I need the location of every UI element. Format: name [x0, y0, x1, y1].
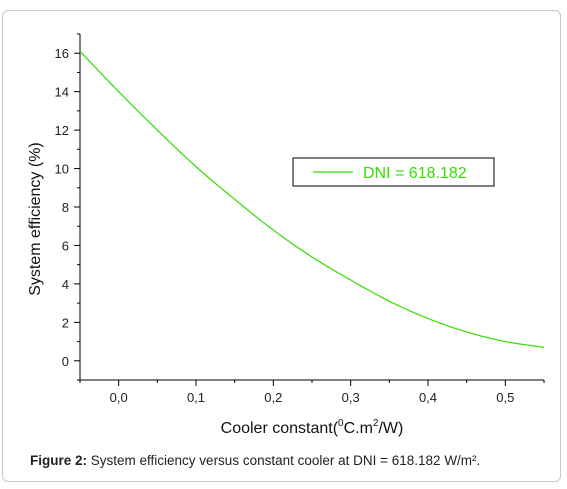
x-tick-label: 0,5 [496, 390, 514, 405]
legend: DNI = 618.182 [292, 157, 495, 187]
y-axis-title: System efficiency (%) [27, 142, 44, 296]
series-line [79, 50, 545, 348]
y-tick-label: 12 [55, 123, 69, 138]
y-tick-label: 0 [62, 354, 69, 369]
y-tick-label: 8 [62, 200, 69, 215]
figure-frame [2, 10, 561, 482]
x-axis-title-sup1: 0 [338, 418, 344, 429]
x-axis-title-end: /W) [378, 420, 403, 437]
x-tick-label: 0,3 [342, 390, 360, 405]
axis-ticks: 0,0 0,1 0,2 0,3 0,4 0,5 0 2 4 6 8 10 12 14 16 [55, 33, 545, 405]
caption-text: System efficiency versus constant cooler… [87, 453, 481, 468]
x-axis-title: Cooler constant(0C.m2/W) [221, 418, 404, 437]
x-tick-label: 0,1 [187, 390, 205, 405]
caption-label: Figure 2: [30, 453, 88, 468]
y-tick-label: 2 [62, 315, 69, 330]
y-tick-label: 6 [62, 238, 69, 253]
axes [79, 34, 544, 381]
y-tick-label: 14 [55, 85, 69, 100]
x-axis-title-main: Cooler constant( [221, 420, 339, 437]
series-layer [79, 50, 545, 348]
y-tick-label: 16 [55, 46, 69, 61]
x-tick-label: 0,0 [110, 390, 128, 405]
legend-label: DNI = 618.182 [363, 165, 467, 182]
x-tick-label: 0,2 [264, 390, 282, 405]
figure-caption: Figure 2: System efficiency versus const… [30, 453, 480, 468]
x-axis-title-mid: C.m [344, 420, 373, 437]
x-axis-title-sup2: 2 [373, 418, 379, 429]
y-tick-label: 10 [55, 162, 69, 177]
x-tick-label: 0,4 [419, 390, 437, 405]
y-tick-label: 4 [62, 277, 69, 292]
